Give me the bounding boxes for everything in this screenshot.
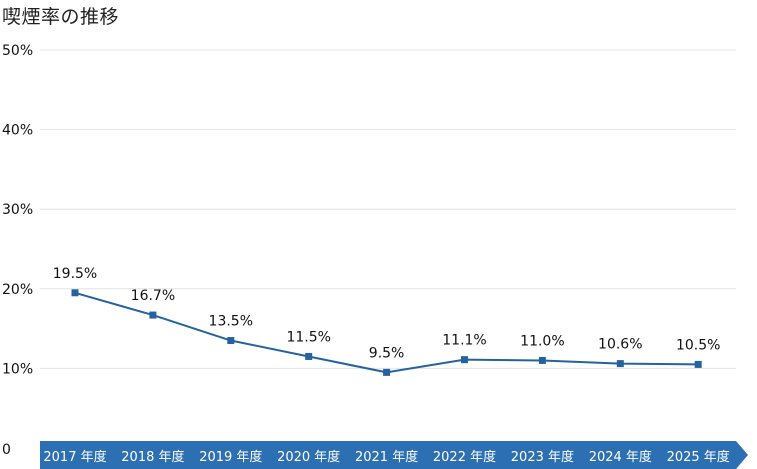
data-point: [616, 360, 624, 368]
x-tick-label: 2023 年度: [511, 449, 574, 465]
data-points: [71, 289, 702, 376]
data-point: [694, 360, 702, 368]
x-tick-label: 2020 年度: [277, 449, 340, 465]
y-tick-label: 20%: [2, 282, 33, 298]
data-label: 13.5%: [209, 314, 253, 330]
data-label: 11.0%: [520, 333, 564, 349]
y-axis-tick-labels: 0 10% 20% 30% 40% 50%: [2, 43, 33, 458]
data-point: [305, 352, 313, 360]
x-axis-tick-labels: 2017 年度 2018 年度 2019 年度 2020 年度 2021 年度 2022 …: [43, 449, 729, 465]
data-point: [227, 337, 235, 345]
data-point: [383, 368, 391, 376]
y-tick-label: 0: [2, 442, 11, 458]
x-tick-label: 2017 年度: [43, 449, 106, 465]
x-tick-label: 2018 年度: [121, 449, 184, 465]
data-label: 11.1%: [442, 333, 486, 349]
chart-title: 喫煙率の推移: [2, 6, 120, 28]
data-labels: 19.5% 16.7% 13.5% 11.5% 9.5% 11.1% 11.0% 10.6% 1…: [53, 266, 721, 362]
x-axis-arrow-band: [40, 441, 748, 469]
x-tick-label: 2019 年度: [199, 449, 262, 465]
x-tick-label: 2024 年度: [589, 449, 652, 465]
x-tick-label: 2022 年度: [433, 449, 496, 465]
data-label: 10.5%: [676, 337, 720, 353]
data-label: 16.7%: [131, 288, 175, 304]
data-label: 19.5%: [53, 266, 97, 282]
y-tick-label: 40%: [2, 123, 33, 139]
data-label: 9.5%: [369, 345, 405, 361]
x-tick-label: 2021 年度: [355, 449, 418, 465]
y-tick-label: 50%: [2, 43, 33, 59]
data-point: [71, 289, 79, 297]
gridlines: [40, 49, 736, 369]
data-point: [149, 311, 157, 319]
x-axis-band: [40, 441, 748, 469]
data-label: 11.5%: [286, 329, 330, 345]
y-tick-label: 10%: [2, 361, 33, 377]
y-tick-label: 30%: [2, 202, 33, 218]
x-tick-label: 2025 年度: [667, 449, 730, 465]
data-point: [538, 356, 546, 364]
data-point: [461, 356, 468, 364]
data-label: 10.6%: [598, 337, 642, 353]
